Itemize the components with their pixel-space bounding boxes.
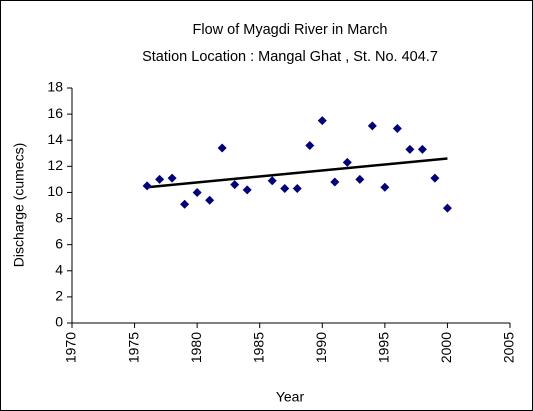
point — [192, 187, 202, 197]
y-tick-label: 4 — [55, 261, 63, 277]
point — [330, 177, 340, 187]
point — [280, 184, 290, 194]
y-tick-label: 0 — [55, 314, 63, 330]
x-tick-label: 2000 — [438, 332, 454, 363]
x-tick-label: 1975 — [125, 332, 141, 363]
point — [317, 116, 327, 126]
point — [305, 140, 315, 150]
x-tick-label: 1985 — [250, 332, 266, 363]
point — [342, 157, 352, 167]
y-tick-label: 18 — [47, 79, 63, 95]
point — [230, 180, 240, 190]
chart-subtitle: Station Location : Mangal Ghat , St. No.… — [142, 49, 438, 65]
y-tick-label: 12 — [47, 157, 63, 173]
point — [142, 181, 152, 191]
y-tick-label: 8 — [55, 209, 63, 225]
point — [405, 144, 415, 154]
point — [205, 195, 215, 205]
x-axis-title: Year — [276, 389, 305, 405]
point — [392, 123, 402, 133]
point — [267, 176, 277, 186]
point — [442, 203, 452, 213]
x-tick-label: 1980 — [188, 332, 204, 363]
point — [155, 174, 165, 184]
point — [167, 173, 177, 183]
point — [430, 173, 440, 183]
y-tick-label: 2 — [55, 288, 63, 304]
y-axis-title: Discharge (cumecs) — [11, 143, 27, 267]
chart-title: Flow of Myagdi River in March — [193, 22, 388, 38]
y-tick-label: 10 — [47, 183, 63, 199]
x-tick-label: 1990 — [313, 332, 329, 363]
y-tick-label: 16 — [47, 105, 63, 121]
point — [292, 184, 302, 194]
point — [242, 185, 252, 195]
x-tick-label: 1970 — [63, 332, 79, 363]
x-tick-label: 2005 — [501, 332, 517, 363]
x-tick-label: 1995 — [376, 332, 392, 363]
point — [380, 182, 390, 192]
point — [367, 121, 377, 131]
point — [217, 143, 227, 153]
point — [180, 199, 190, 209]
y-tick-label: 14 — [47, 131, 63, 147]
point — [355, 174, 365, 184]
trend-line — [146, 157, 448, 189]
point — [417, 144, 427, 154]
y-tick-label: 6 — [55, 235, 63, 251]
